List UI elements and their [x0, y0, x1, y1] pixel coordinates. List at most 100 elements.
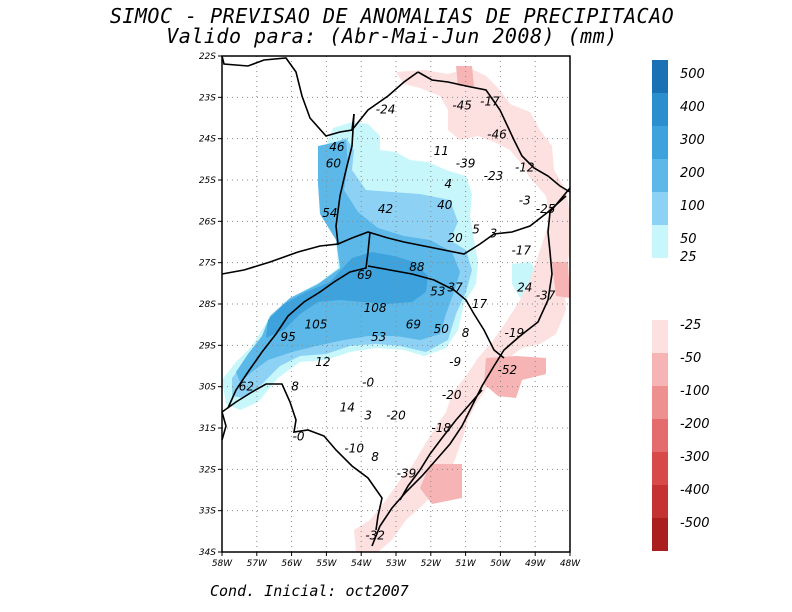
legend-label-positive: 100: [680, 199, 705, 214]
anomaly-region-neg-50-d: [420, 464, 462, 504]
color-legend: 500 400 300 200 100 50 25 -25 -50 -100 -200 -300 -40…: [652, 60, 710, 551]
station-value-label: 3: [490, 227, 498, 241]
lat-tick-label: 32S: [199, 465, 216, 475]
lat-tick-label: 23S: [199, 93, 216, 103]
station-value-label: 53: [430, 285, 445, 299]
lat-tick-label: 26S: [199, 217, 216, 227]
rs-uruguay-border: [221, 383, 383, 531]
legend-swatch-negative: [652, 518, 668, 551]
station-value-label: 108: [364, 301, 387, 315]
station-value-label: -20: [386, 409, 406, 423]
station-value-label: 60: [326, 156, 342, 170]
station-value-label: 40: [437, 198, 453, 212]
map-subtitle: Valido para: (Abr-Mai-Jun 2008) (mm): [166, 24, 618, 48]
station-value-label: -45: [452, 99, 472, 113]
map-title: SIMOC - PREVISAO DE ANOMALIAS DE PRECIPI…: [109, 4, 675, 28]
station-value-label: 8: [462, 326, 470, 340]
lon-tick-label: 53W: [386, 559, 407, 569]
parana-sc-border: [337, 195, 567, 255]
lat-lon-grid: [222, 56, 570, 552]
station-value-label: -0: [362, 376, 374, 390]
legend-swatch-positive: [652, 192, 668, 225]
atlantic-coast: [371, 187, 571, 547]
station-value-label: 4: [444, 177, 452, 191]
legend-swatch-positive: [652, 225, 668, 258]
station-value-label: 69: [406, 318, 421, 332]
station-value-label: 42: [378, 202, 393, 216]
station-value-label: -9: [449, 355, 461, 369]
station-value-label: 62: [239, 380, 254, 394]
station-value-label: -23: [484, 169, 504, 183]
station-value-label: -19: [505, 326, 525, 340]
station-value-label: 8: [291, 380, 299, 394]
station-value-label: -3: [519, 194, 531, 208]
station-value-label: 24: [517, 280, 532, 294]
station-value-label: 20: [448, 231, 464, 245]
lat-tick-label: 29S: [199, 341, 216, 351]
lon-tick-label: 56W: [281, 559, 302, 569]
patos-lagoon-shore: [399, 389, 483, 501]
legend-swatch-positive: [652, 126, 668, 159]
station-value-label: -18: [431, 421, 451, 435]
anomaly-region-200-300: [266, 252, 428, 338]
station-value-label: 95: [280, 330, 295, 344]
legend-label-positive: 200: [680, 166, 705, 181]
lon-tick-label: 55W: [316, 559, 337, 569]
station-value-label: -52: [498, 363, 518, 377]
station-value-label: -46: [487, 128, 507, 142]
station-value-label: 88: [409, 260, 425, 274]
legend-label-positive: 25: [680, 250, 697, 265]
misiones-border: [227, 231, 371, 409]
lat-tick-label: 22S: [199, 52, 216, 62]
station-value-label: 37: [448, 280, 464, 294]
anomaly-region-neg-50-c: [552, 262, 570, 298]
station-value-label: -17: [511, 243, 531, 257]
legend-swatch-positive: [652, 93, 668, 126]
station-value-label: -12: [515, 161, 535, 175]
station-value-label: -0: [293, 429, 305, 443]
lon-tick-label: 50W: [490, 559, 511, 569]
station-value-label: 3: [364, 409, 372, 423]
legend-swatch-negative: [652, 485, 668, 518]
sc-rs-border: [367, 265, 505, 359]
lat-tick-label: 30S: [199, 383, 216, 393]
anomaly-region-neg-50: [456, 66, 474, 86]
station-value-label: 8: [371, 450, 379, 464]
argentina-paraguay-border: [221, 55, 355, 137]
lon-tick-label: 51W: [455, 559, 476, 569]
legend-swatch-positive: [652, 60, 668, 93]
station-value-label: 12: [315, 355, 330, 369]
lon-tick-label: 57W: [247, 559, 268, 569]
legend-label-negative: -500: [680, 516, 710, 531]
station-value-label: -39: [397, 466, 417, 480]
lon-tick-label: 58W: [212, 559, 233, 569]
lat-tick-label: 31S: [199, 424, 216, 434]
legend-label-negative: -25: [680, 318, 701, 333]
lat-tick-label: 34S: [199, 548, 216, 558]
lat-tick-label: 33S: [199, 507, 216, 517]
station-value-label: 53: [371, 330, 386, 344]
political-boundaries: [221, 55, 571, 547]
station-value-label: 54: [322, 206, 337, 220]
legend-swatch-negative: [652, 386, 668, 419]
station-value-label: 69: [357, 268, 372, 282]
legend-swatch-negative: [652, 419, 668, 452]
legend-swatch-negative: [652, 320, 668, 353]
station-value-label: 17: [472, 297, 488, 311]
legend-label-positive: 400: [680, 100, 705, 115]
lat-tick-label: 28S: [199, 300, 216, 310]
station-value-label: -37: [536, 289, 556, 303]
legend-label-negative: -50: [680, 351, 701, 366]
legend-swatch-negative: [652, 353, 668, 386]
lat-tick-label: 25S: [199, 176, 216, 186]
argentina-chaco-line: [221, 411, 227, 441]
station-values: -24 -45 -17 -46 46 11 60 -39 -12 -23 4 40 42 -3 -25 54 5…: [239, 94, 556, 542]
station-value-label: -25: [536, 202, 556, 216]
parana-north-border: [351, 71, 419, 131]
lon-tick-label: 52W: [421, 559, 442, 569]
lat-tick-label: 27S: [199, 259, 216, 269]
legend-swatch-negative: [652, 452, 668, 485]
initial-condition-label: Cond. Inicial: oct2007: [210, 582, 409, 600]
sp-border: [417, 71, 571, 193]
station-value-label: 105: [305, 318, 328, 332]
